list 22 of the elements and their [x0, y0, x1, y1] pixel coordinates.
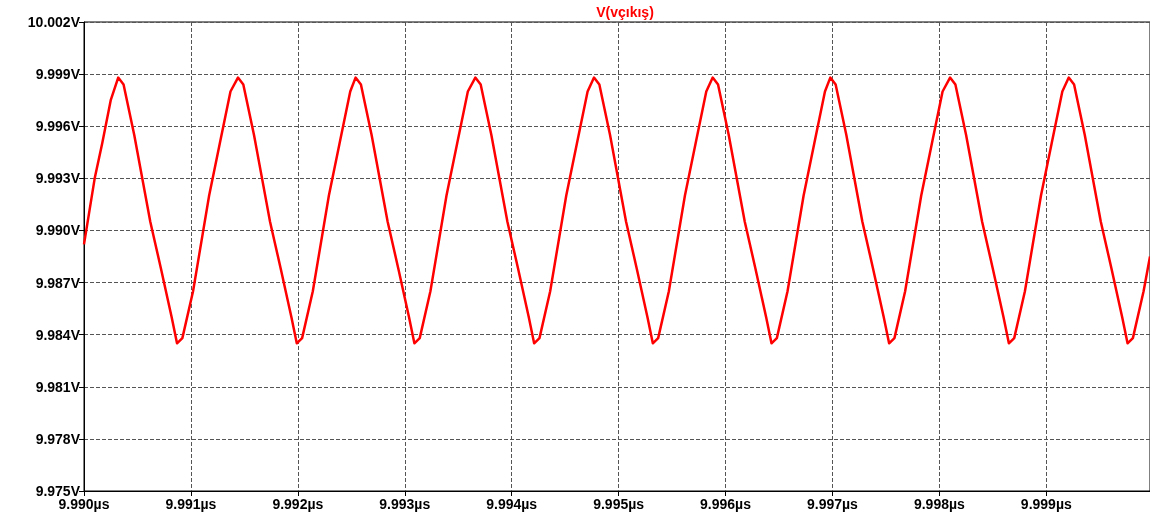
y-tick-label: 9.993V	[35, 170, 81, 187]
x-tick-label: 9.998µs	[913, 496, 966, 512]
y-tick-label: 9.999V	[35, 66, 81, 83]
y-tick-label: 10.002V	[27, 14, 81, 30]
x-tick-label: 9.993µs	[379, 496, 431, 512]
x-tick-label: 9.996µs	[700, 496, 752, 512]
y-tick-label: 9.996V	[35, 118, 81, 135]
chart-title: V(vçıkış)	[596, 4, 654, 20]
y-tick-label: 9.990V	[35, 222, 81, 239]
x-tick-label: 9.994µs	[486, 496, 538, 512]
x-tick-label: 9.999µs	[1020, 496, 1072, 512]
y-tick-label: 9.981V	[35, 378, 81, 395]
x-tick-label: 9.991µs	[165, 496, 217, 512]
x-tick-label: 9.992µs	[272, 496, 324, 512]
y-tick-label: 9.978V	[35, 430, 81, 447]
y-tick-label: 9.984V	[35, 326, 81, 343]
line-series	[82, 76, 1150, 345]
y-tick-label: 9.975V	[35, 483, 81, 499]
x-tick-label: 9.995µs	[593, 496, 645, 512]
x-tick-label: 9.997µs	[807, 496, 859, 512]
y-tick-label: 9.987V	[35, 274, 81, 291]
x-tick-label: 9.990µs	[58, 496, 110, 512]
